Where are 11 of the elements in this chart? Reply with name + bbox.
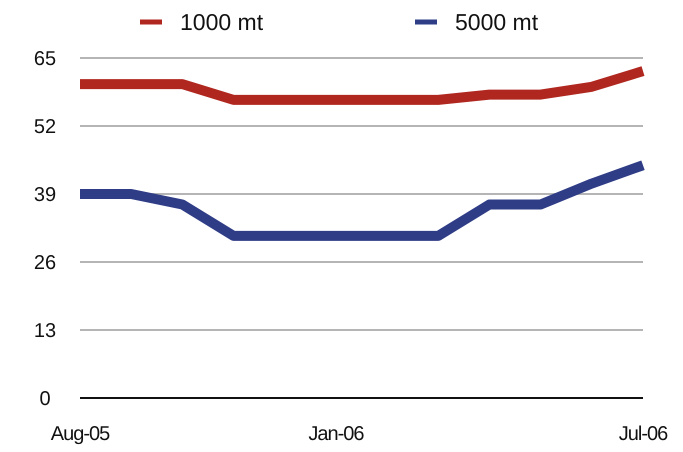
x-tick-label: Jan-06	[308, 423, 364, 445]
x-tick-label: Jul-06	[618, 423, 668, 445]
x-tick-label: Aug-05	[50, 423, 110, 445]
y-tick-label: 39	[34, 184, 56, 206]
legend-label: 1000 mt	[180, 9, 264, 36]
legend-label: 5000 mt	[455, 9, 539, 36]
y-tick-label: 26	[34, 252, 56, 274]
y-tick-label: 65	[34, 48, 56, 70]
y-tick-label: 52	[34, 116, 56, 138]
y-tick-label: 13	[34, 320, 56, 342]
y-tick-label: 0	[39, 388, 51, 410]
